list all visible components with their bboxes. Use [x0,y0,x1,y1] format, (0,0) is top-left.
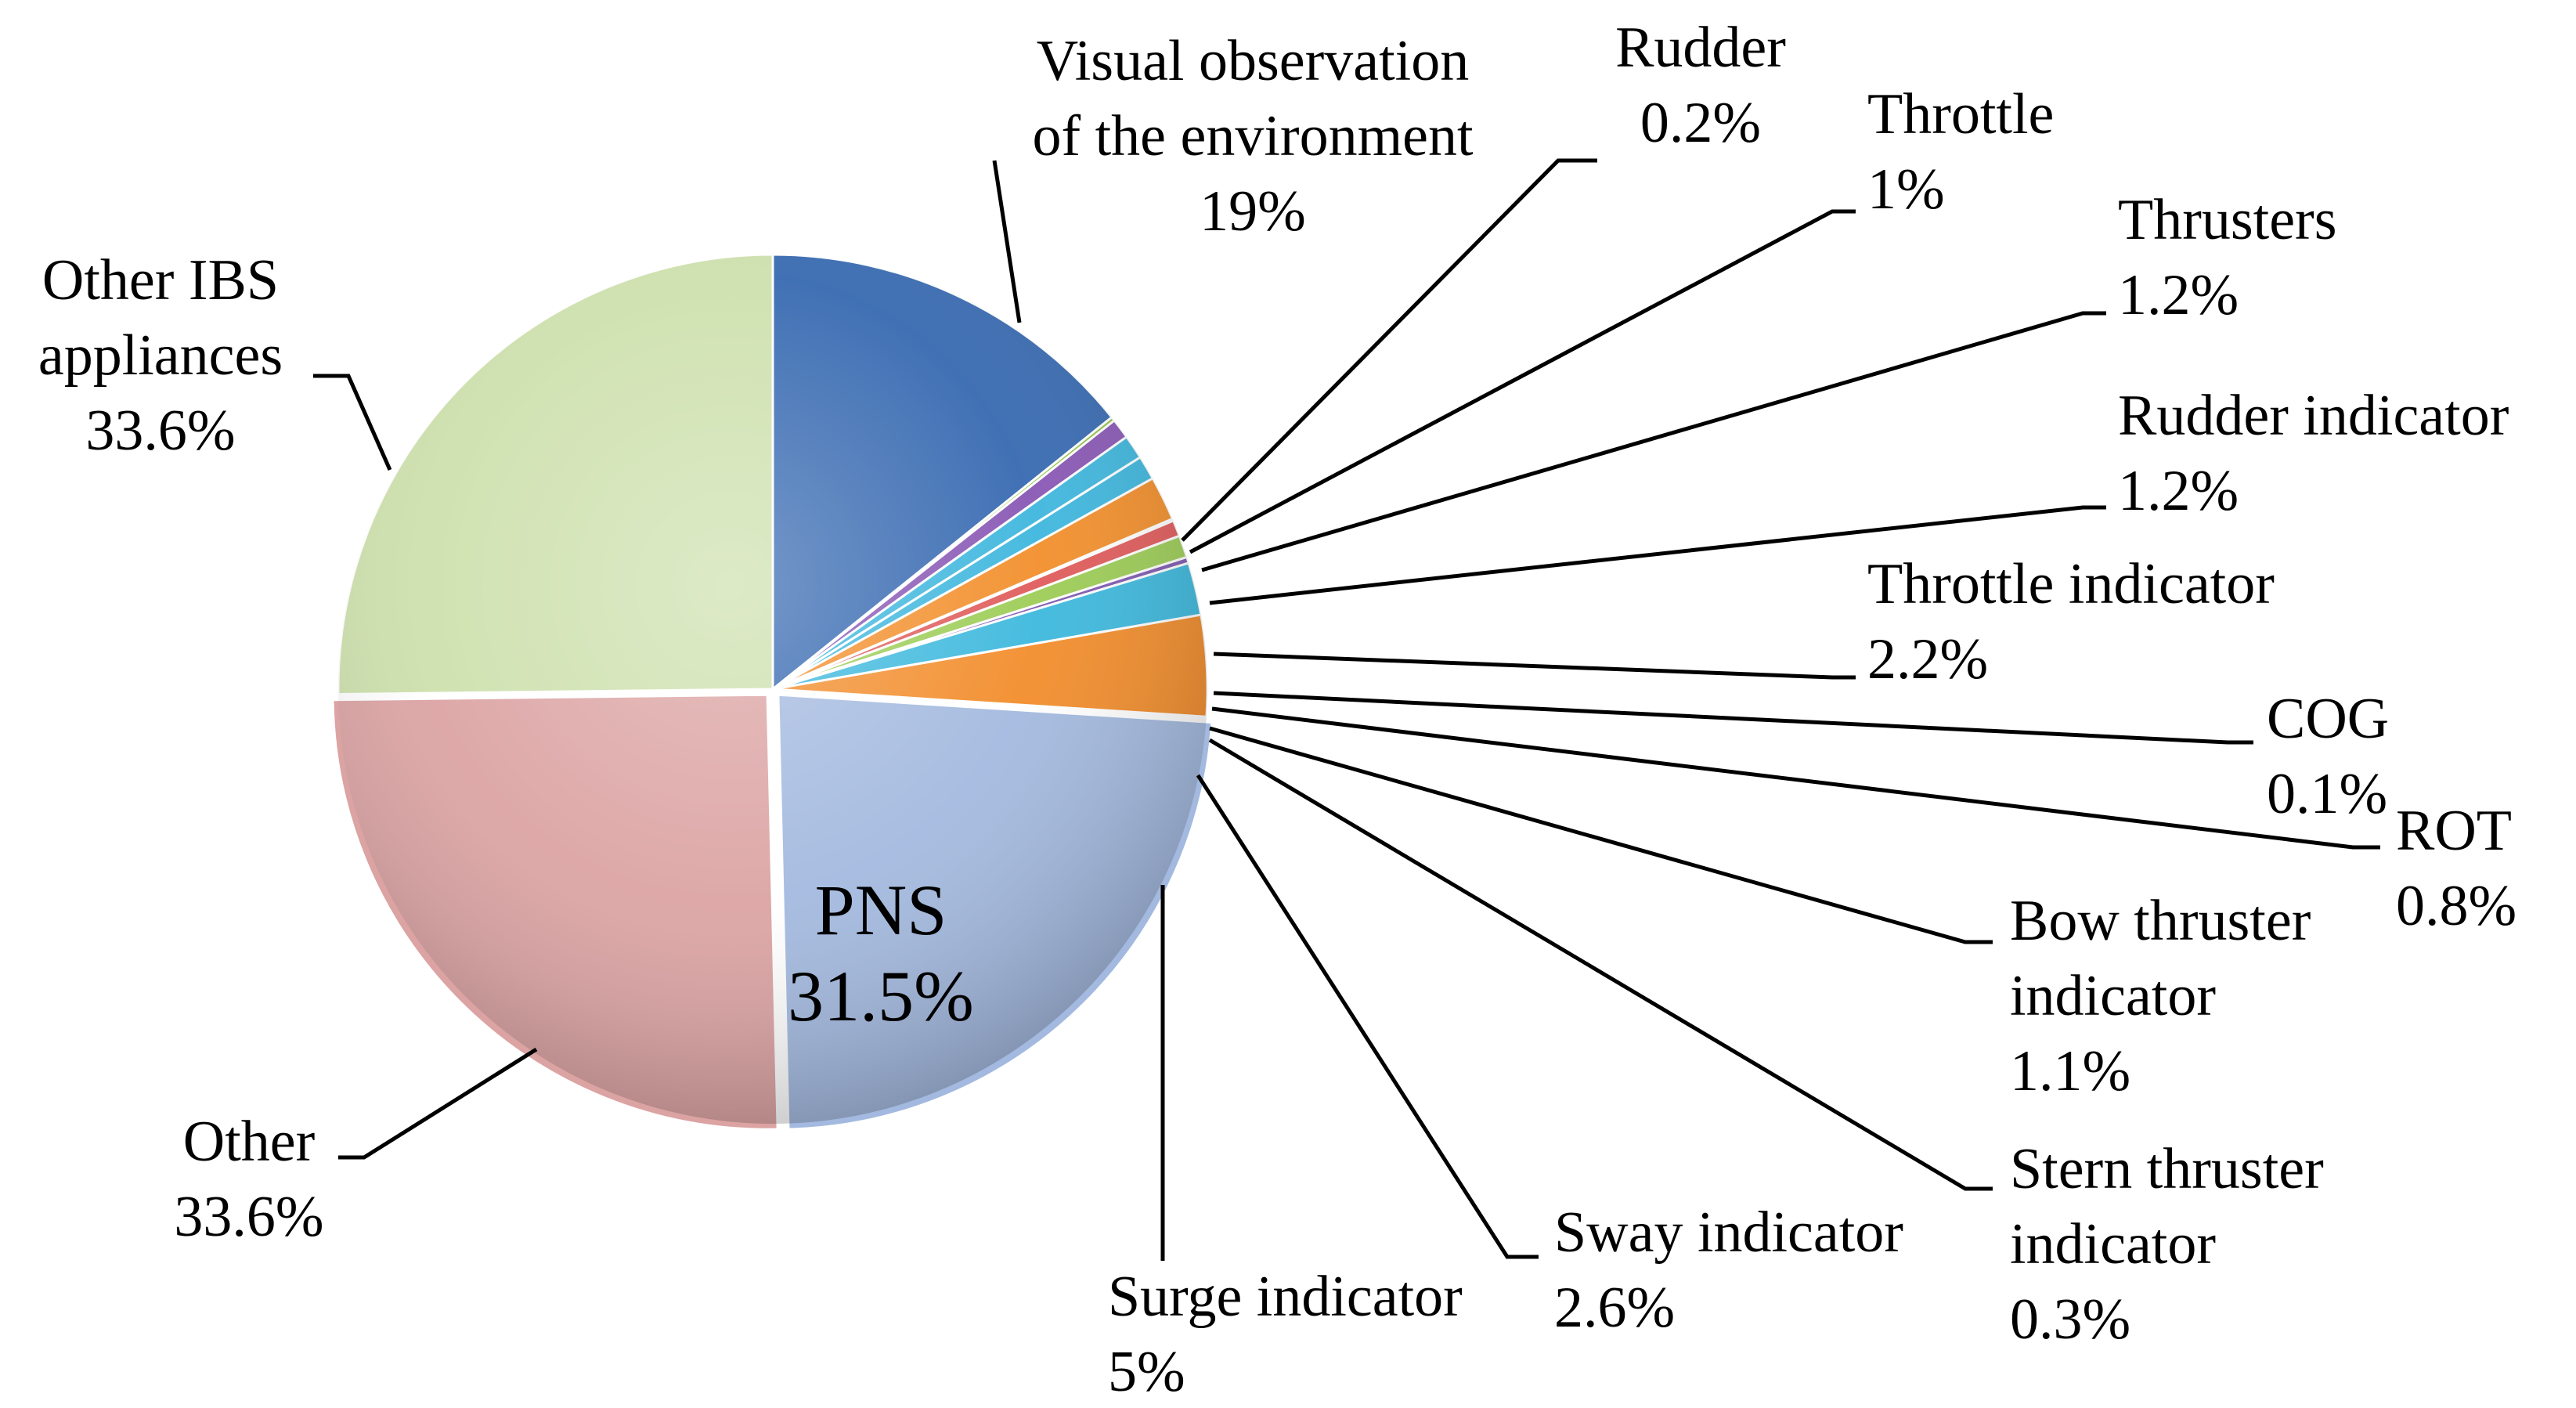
label-category: Surge indicator [1108,1265,1463,1329]
label-category: ROT [2396,799,2512,863]
label-value: 1% [1867,157,1945,222]
slice-other [331,693,779,1131]
label-cog: COG 0.1% [2267,687,2389,826]
leader-rot [1211,706,2380,850]
leader-cog [1213,691,2253,745]
leader-rudder-indicator [1209,505,2106,605]
label-pns: PNS 31.5% [788,870,974,1036]
leader-throttle-indicator [1213,652,1856,680]
label-value: 31.5% [788,956,974,1036]
label-rot: ROT 0.8% [2396,799,2516,938]
slice-labels: Visual observation of the environment 19% R… [38,16,2516,1404]
label-bow-thruster-indicator: Bow thruster indicator 1.1% [2010,889,2311,1103]
label-category: of the environment [1032,104,1473,168]
label-rudder-indicator: Rudder indicator 1.2% [2118,384,2509,523]
label-thrusters: Thrusters 1.2% [2118,188,2337,327]
label-other: Other 33.6% [174,1110,323,1249]
label-other-ibs-appliances: Other IBS appliances 33.6% [38,248,283,463]
label-value: 19% [1200,179,1306,244]
leader-thrusters [1201,311,2106,572]
label-category: Stern thruster [2010,1137,2324,1201]
leader-lines [313,158,2380,1261]
label-category: Throttle [1867,82,2054,146]
label-value: 1.1% [2010,1039,2130,1103]
label-category: Visual observation [1037,29,1470,93]
label-value: 0.3% [2010,1287,2130,1352]
label-value: 5% [1108,1340,1185,1404]
leader-sway-indicator [1196,774,1539,1259]
label-stern-thruster-indicator: Stern thruster indicator 0.3% [2010,1137,2324,1352]
label-value: 0.2% [1640,91,1761,155]
label-value: 2.2% [1867,627,1988,691]
leader-other-ibs-appliances [313,374,392,471]
label-category: appliances [38,323,283,388]
label-value: 2.6% [1554,1276,1675,1340]
label-category: PNS [815,870,947,950]
label-value: 0.1% [2267,762,2387,826]
label-category: Sway indicator [1554,1200,1903,1265]
label-sway-indicator: Sway indicator 2.6% [1554,1200,1903,1340]
label-category: Thrusters [2118,188,2337,252]
label-category: Other [183,1110,316,1174]
slice-other-ibs-appliances [337,253,774,696]
leader-rudder [1181,158,1597,542]
label-value: 33.6% [85,399,235,463]
leader-stern-thruster-indicator [1208,738,1993,1191]
label-category: indicator [2010,1212,2216,1276]
label-surge-indicator: Surge indicator 5% [1108,1265,1463,1404]
label-value: 33.6% [174,1185,323,1249]
leader-other [338,1047,538,1160]
label-category: Other IBS [42,248,279,312]
label-throttle-indicator: Throttle indicator 2.2% [1867,552,2275,691]
label-category: Throttle indicator [1867,552,2275,616]
label-throttle: Throttle 1% [1867,82,2054,222]
label-value: 1.2% [2118,459,2239,523]
label-category: Rudder [1615,16,1786,80]
label-category: indicator [2010,964,2216,1028]
label-visual-observation-of-the-environment: Visual observation of the environment 19% [1032,29,1473,244]
label-category: Rudder indicator [2118,384,2509,448]
label-category: Bow thruster [2010,889,2311,953]
pie-slices [331,253,1214,1131]
label-value: 1.2% [2118,263,2239,327]
label-value: 0.8% [2396,874,2516,938]
leader-visual-observation-of-the-environment [992,160,1022,323]
label-category: COG [2267,687,2389,751]
leader-bow-thruster-indicator [1209,726,1993,944]
leader-throttle [1189,209,1856,554]
label-rudder: Rudder 0.2% [1615,16,1786,155]
